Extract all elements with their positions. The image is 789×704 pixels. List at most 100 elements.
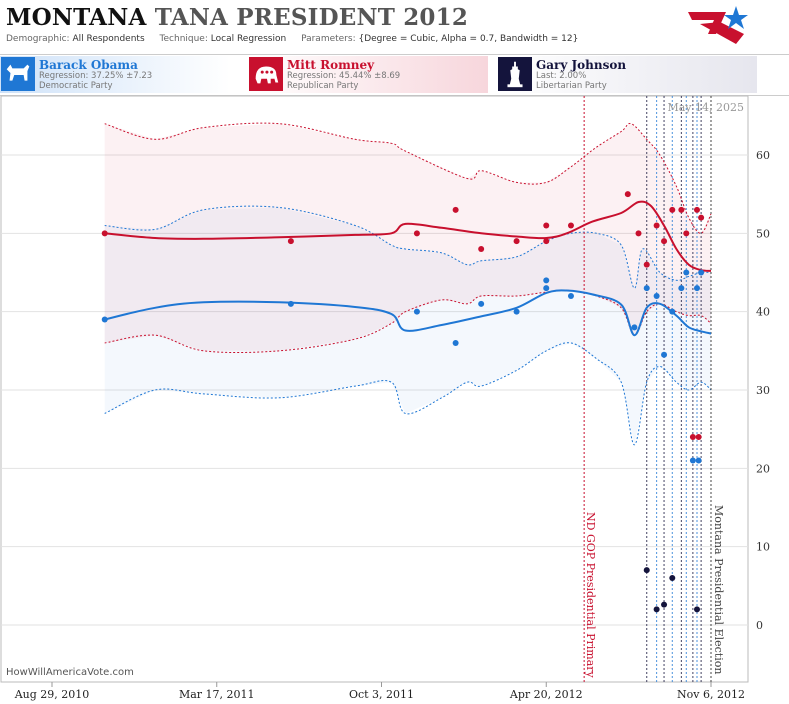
y-tick-label: 50 — [756, 227, 770, 240]
poll-point — [413, 230, 420, 237]
poll-point — [661, 601, 668, 608]
y-tick-label: 20 — [756, 462, 770, 475]
poll-point — [653, 606, 660, 613]
x-tick-label: Aug 29, 2010 — [14, 688, 90, 701]
candidate-party: Democratic Party — [39, 81, 113, 91]
poll-point — [669, 308, 676, 315]
x-tick-label: Apr 20, 2012 — [509, 688, 583, 701]
confidence-band — [104, 123, 711, 351]
poll-point — [661, 238, 668, 245]
plot-area — [101, 96, 712, 682]
poll-point — [693, 285, 700, 292]
band-border — [104, 342, 712, 446]
poll-point — [678, 285, 685, 292]
poll-point — [635, 230, 642, 237]
plot-frame — [0, 95, 749, 683]
poll-point — [567, 293, 574, 299]
poll-point — [101, 230, 108, 237]
poll-point — [543, 277, 550, 284]
poll-point — [669, 575, 676, 581]
y-tick-label: 10 — [756, 541, 770, 554]
date-stamp: May 14, 2025 — [667, 101, 744, 114]
title-state: MONTANA — [6, 4, 147, 31]
poll-point — [689, 434, 696, 440]
candidate-name: Barack Obama — [39, 58, 138, 72]
poll-point — [543, 238, 550, 245]
candidate-party: Libertarian Party — [536, 81, 607, 91]
y-tick-label: 40 — [756, 306, 770, 319]
elephant-icon — [249, 57, 283, 91]
poll-point — [452, 206, 459, 213]
poll-point — [643, 567, 650, 574]
poll-point — [678, 206, 685, 213]
statue-of-liberty-icon — [498, 57, 532, 91]
event-label: ND GOP Presidential Primary — [584, 512, 597, 679]
candidate-romney[interactable]: Mitt Romney Regression: 45.44% ±8.69 Rep… — [248, 56, 488, 93]
event-label: Montana Presidential Election — [712, 505, 725, 674]
title-race: TANA PRESIDENT 2012 — [154, 4, 469, 31]
candidate-stat: Regression: 37.25% ±7.23 — [39, 71, 153, 81]
candidate-name: Gary Johnson — [536, 58, 627, 72]
header: MONTANA TANA PRESIDENT 2012 Demographic:… — [0, 0, 789, 52]
page-title: MONTANA TANA PRESIDENT 2012 — [6, 4, 468, 31]
poll-point — [631, 324, 638, 331]
candidate-legend: Barack Obama Regression: 37.25% ±7.23 De… — [0, 54, 789, 96]
poll-point — [101, 316, 108, 323]
poll-point — [624, 191, 631, 198]
poll-point — [683, 269, 690, 276]
technique-value[interactable]: Local Regression — [210, 34, 287, 44]
poll-point — [567, 222, 574, 229]
poll-point — [669, 206, 676, 213]
poll-point — [287, 300, 294, 307]
site-logo-icon[interactable] — [686, 4, 750, 48]
parameters-value[interactable]: {Degree = Cubic, Alpha = 0.7, Bandwidth … — [358, 34, 579, 44]
poll-point — [698, 214, 705, 221]
poll-point — [693, 606, 700, 613]
confidence-band — [104, 207, 711, 445]
candidate-stat: Regression: 45.44% ±8.69 — [287, 71, 401, 81]
poll-point — [543, 222, 550, 229]
poll-point — [513, 308, 520, 315]
poll-point — [661, 351, 668, 358]
x-tick-label: Oct 3, 2011 — [349, 688, 414, 701]
poll-point — [478, 246, 485, 252]
y-tick-label: 60 — [756, 149, 770, 162]
poll-point — [643, 285, 650, 292]
candidate-johnson[interactable]: Gary Johnson Last: 2.00% Libertarian Par… — [497, 56, 757, 93]
demographic-label: Demographic: — [6, 34, 70, 44]
regression-line — [104, 200, 712, 272]
poll-point — [698, 269, 705, 276]
poll-point — [695, 457, 702, 464]
technique-label: Technique: — [159, 34, 208, 44]
demographic-value[interactable]: All Respondents — [72, 34, 145, 44]
site-credit[interactable]: HowWillAmericaVote.com — [6, 667, 134, 678]
poll-point — [695, 434, 702, 440]
candidate-party: Republican Party — [287, 81, 359, 91]
poll-point — [683, 230, 690, 237]
y-tick-label: 0 — [756, 619, 763, 632]
poll-point — [653, 222, 660, 229]
band-border — [104, 289, 712, 354]
poll-point — [693, 206, 700, 213]
band-border — [104, 205, 712, 289]
x-tick-label: Nov 6, 2012 — [677, 688, 745, 701]
x-tick-label: Mar 17, 2011 — [179, 688, 255, 701]
candidate-stat: Last: 2.00% — [536, 71, 587, 81]
poll-point — [653, 293, 660, 299]
parameters-label: Parameters: — [301, 34, 356, 44]
parameters-line: Demographic: All Respondents Technique: … — [6, 34, 590, 44]
candidate-obama[interactable]: Barack Obama Regression: 37.25% ±7.23 De… — [0, 56, 230, 93]
poll-point — [287, 238, 294, 245]
donkey-icon — [1, 57, 35, 91]
poll-point — [513, 238, 520, 245]
candidate-name: Mitt Romney — [287, 58, 375, 72]
poll-point — [478, 300, 485, 307]
poll-point — [643, 261, 650, 268]
poll-point — [543, 285, 550, 292]
poll-point — [689, 457, 696, 464]
band-border — [104, 122, 712, 234]
poll-point — [452, 340, 459, 346]
poll-point — [413, 308, 420, 315]
y-tick-label: 30 — [756, 384, 770, 397]
